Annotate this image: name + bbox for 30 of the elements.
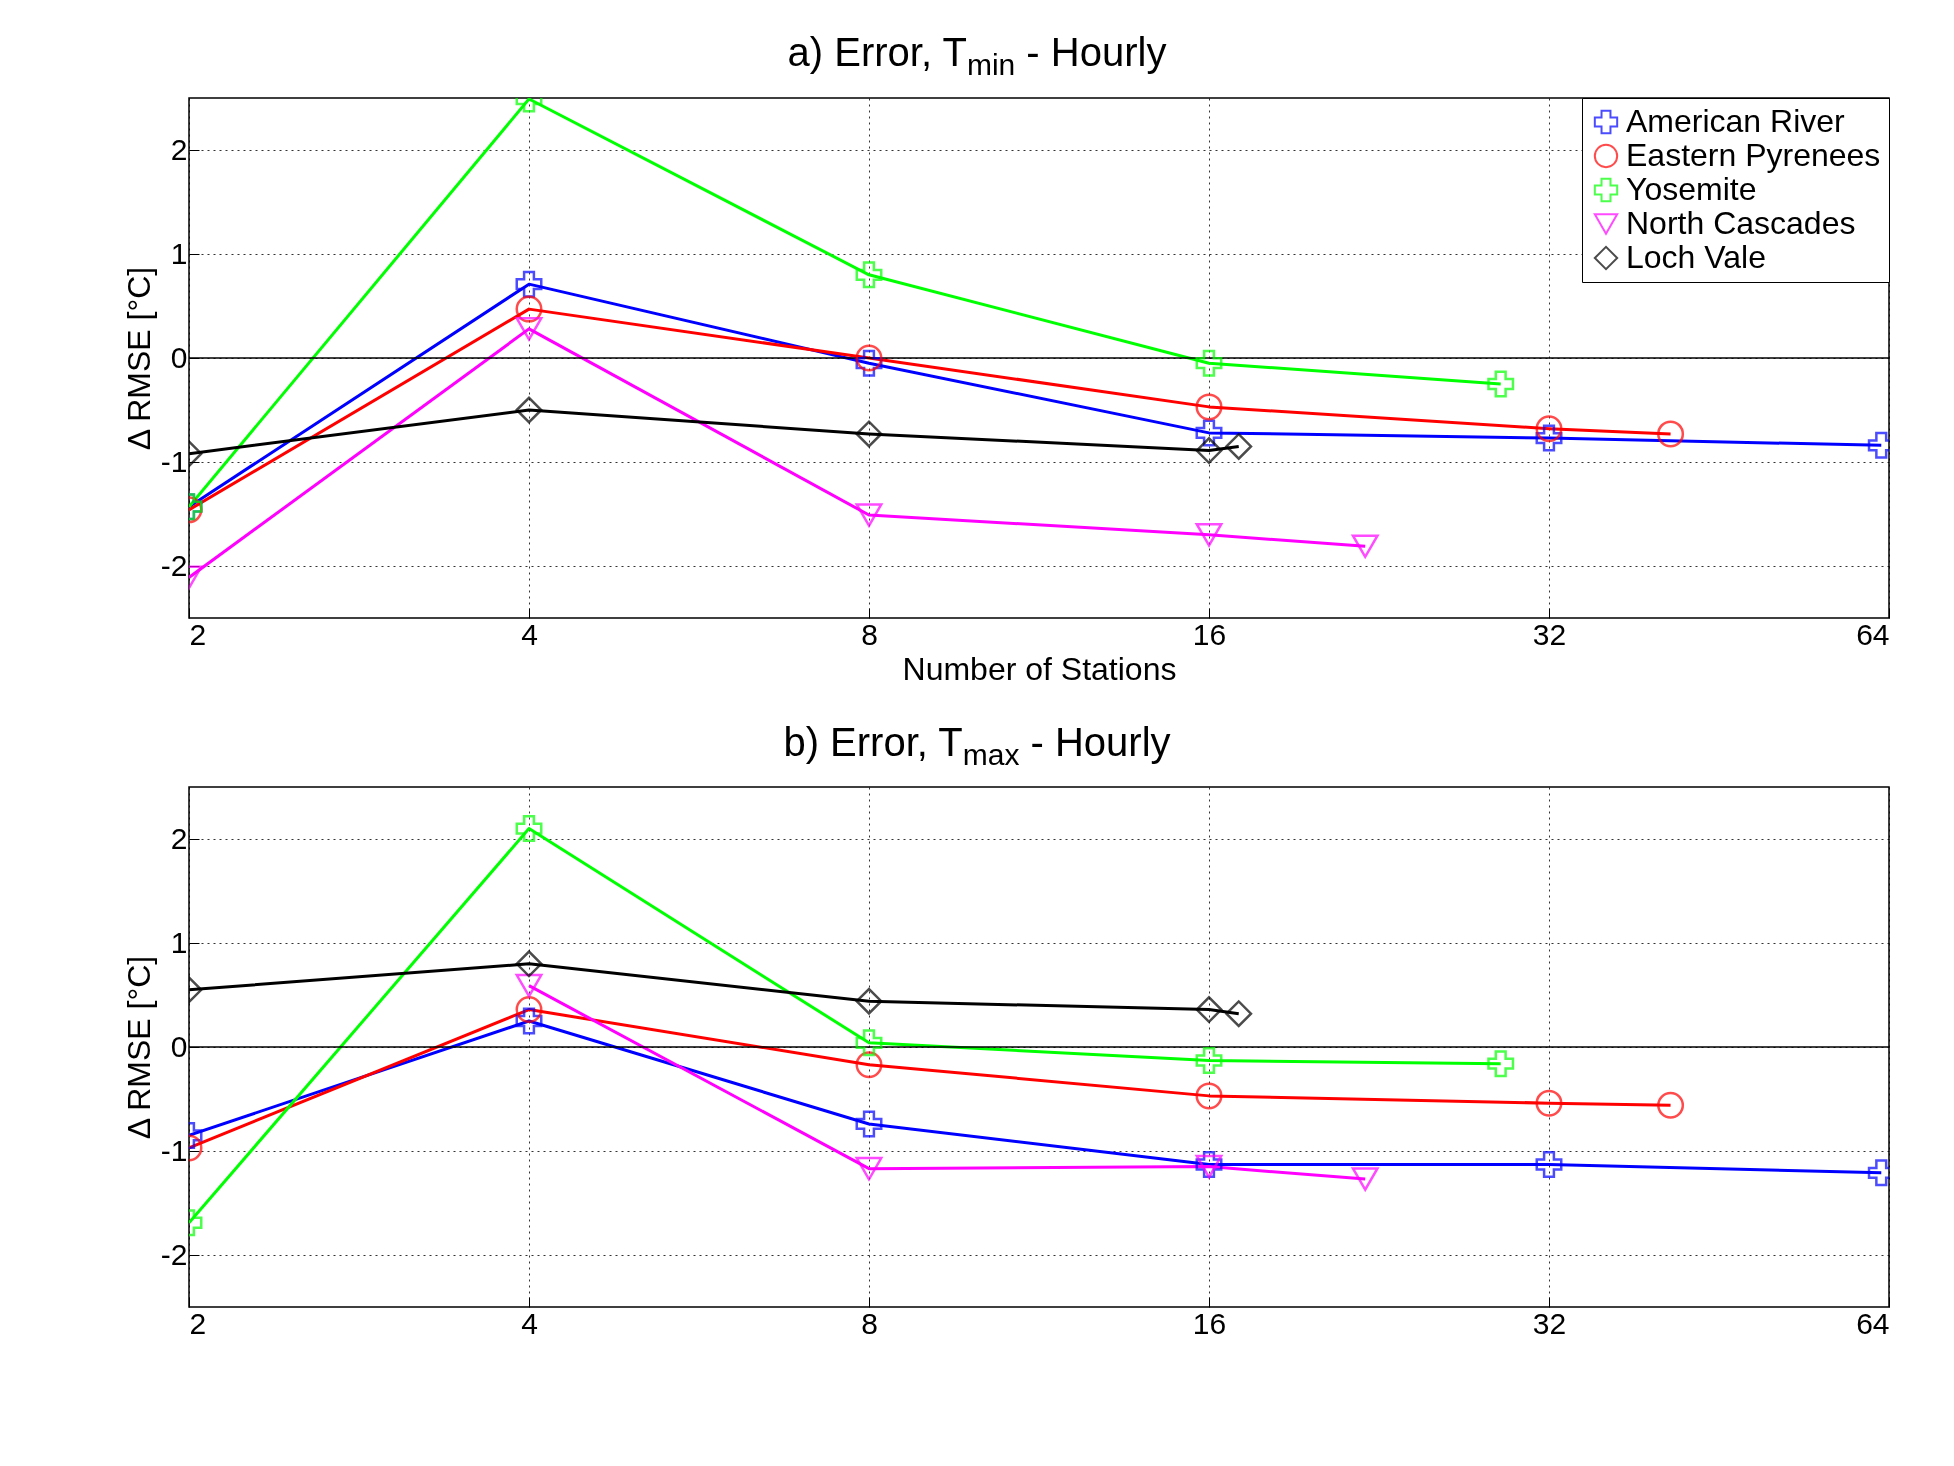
x-tick-label: 16 (1192, 1306, 1227, 1340)
y-axis-title: Δ RMSE [°C] (120, 955, 157, 1140)
legend-label: Yosemite (1626, 171, 1757, 207)
y-tick-label: 2 (170, 821, 188, 855)
legend-label: American River (1626, 103, 1846, 139)
x-tick-label: 16 (1192, 617, 1227, 651)
chart-title: b) Error, T$_{max}$ - Hourly (782, 720, 1172, 772)
chart-title: a) Error, T$_{min}$ - Hourly (786, 30, 1168, 82)
x-tick-label: 8 (861, 1306, 878, 1340)
x-tick-label: 4 (521, 617, 538, 651)
x-tick-label: 64 (1856, 1306, 1890, 1340)
y-tick-label: -2 (160, 1237, 188, 1271)
x-tick-label: 8 (861, 617, 878, 651)
y-tick-label: -1 (160, 1133, 188, 1167)
x-tick-label: 32 (1532, 617, 1567, 651)
legend-label: North Cascades (1626, 205, 1856, 241)
x-axis-title: Number of Stations (902, 650, 1177, 687)
y-tick-label: 1 (170, 236, 188, 270)
y-tick-label: 2 (170, 132, 188, 166)
legend-label: Loch Vale (1626, 239, 1766, 275)
x-tick-label: 4 (521, 1306, 538, 1340)
y-tick-label: -1 (160, 444, 188, 478)
y-tick-label: 0 (170, 340, 188, 374)
legend-label: Eastern Pyrenees (1626, 137, 1881, 173)
y-tick-label: 0 (170, 1029, 188, 1063)
y-tick-label: -2 (160, 548, 188, 582)
x-tick-label: 32 (1532, 1306, 1567, 1340)
x-tick-label: 64 (1856, 617, 1890, 651)
y-tick-label: 1 (170, 925, 188, 959)
y-axis-title: Δ RMSE [°C] (120, 266, 157, 451)
